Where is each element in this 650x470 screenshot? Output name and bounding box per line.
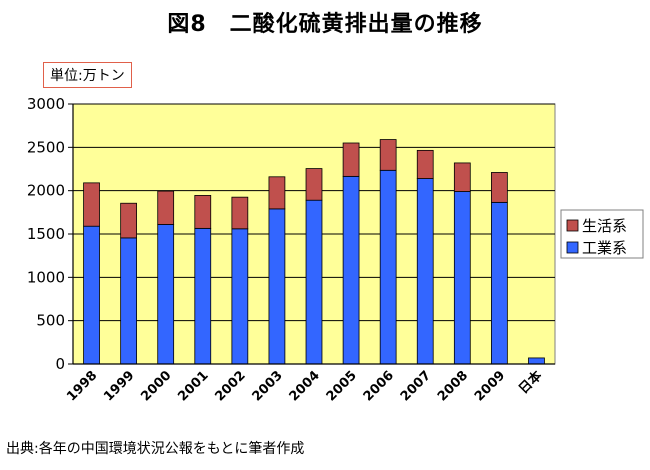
bar-segment [379, 169, 397, 365]
y-tick-label: 1500 [27, 225, 65, 243]
bars [83, 139, 545, 365]
bar-segment [305, 168, 323, 201]
x-tick-labels: 1998 1999 2000 2001 2002 2003 2004 2005 2006 2007… [64, 368, 545, 405]
bar-segment [491, 172, 508, 203]
bar-segment [120, 202, 137, 239]
x-tick-label: 2009 [472, 368, 508, 404]
y-tick-labels: 0 500 1000 1500 2000 2500 3000 [27, 95, 65, 373]
x-tick-label: 2008 [435, 368, 471, 404]
bar-segment [83, 225, 100, 365]
bar-segment [416, 178, 434, 365]
bar-segment [379, 139, 397, 171]
y-tick-label: 500 [36, 312, 65, 330]
bar-segment [194, 195, 212, 229]
x-tick-label: 2007 [398, 368, 434, 404]
bar-segment [342, 142, 360, 177]
y-tick-label: 0 [55, 355, 65, 373]
bar-segment [120, 237, 137, 365]
bar-segment [416, 149, 434, 179]
bar-segment [305, 199, 323, 365]
x-tick-label: 2001 [175, 368, 211, 404]
bar-segment [268, 208, 286, 365]
bar-segment [157, 224, 175, 365]
y-tick-label: 2500 [27, 138, 65, 156]
x-tick-label: 2004 [287, 368, 323, 404]
bar-segment [231, 228, 249, 365]
bar-segment [491, 201, 508, 365]
x-tick-label: 2005 [324, 368, 360, 404]
bar-segment [342, 175, 360, 365]
bar-segment [528, 357, 545, 365]
legend-swatch [566, 219, 579, 232]
y-tick-label: 3000 [27, 95, 65, 113]
source-note: 出典:各年の中国環境状況公報をもとに筆者作成 [6, 441, 305, 457]
unit-label: 単位:万トン [43, 62, 132, 88]
x-tick-label: 日本 [516, 368, 546, 398]
x-tick-label: 2000 [138, 368, 174, 404]
bar-segment [453, 162, 471, 192]
bar-segment [157, 190, 175, 225]
bar-segment [453, 191, 471, 365]
legend-label: 工業系 [582, 239, 627, 257]
axes [68, 103, 555, 365]
y-tick-label: 1000 [27, 268, 65, 286]
x-tick-label: 2006 [361, 368, 397, 404]
bar-segment [83, 182, 100, 227]
x-tick-label: 2003 [250, 368, 286, 404]
chart-title: 図8 二酸化硫黄排出量の推移 [167, 12, 483, 37]
bar-segment [194, 227, 212, 365]
x-tick-label: 1999 [101, 368, 137, 404]
y-tick-label: 2000 [27, 182, 65, 200]
x-tick-label: 1998 [64, 368, 100, 404]
bar-segment [268, 176, 286, 210]
legend-label: 生活系 [582, 217, 627, 235]
bar-segment [231, 196, 249, 230]
legend-swatch [566, 241, 579, 254]
x-tick-label: 2002 [212, 368, 248, 404]
